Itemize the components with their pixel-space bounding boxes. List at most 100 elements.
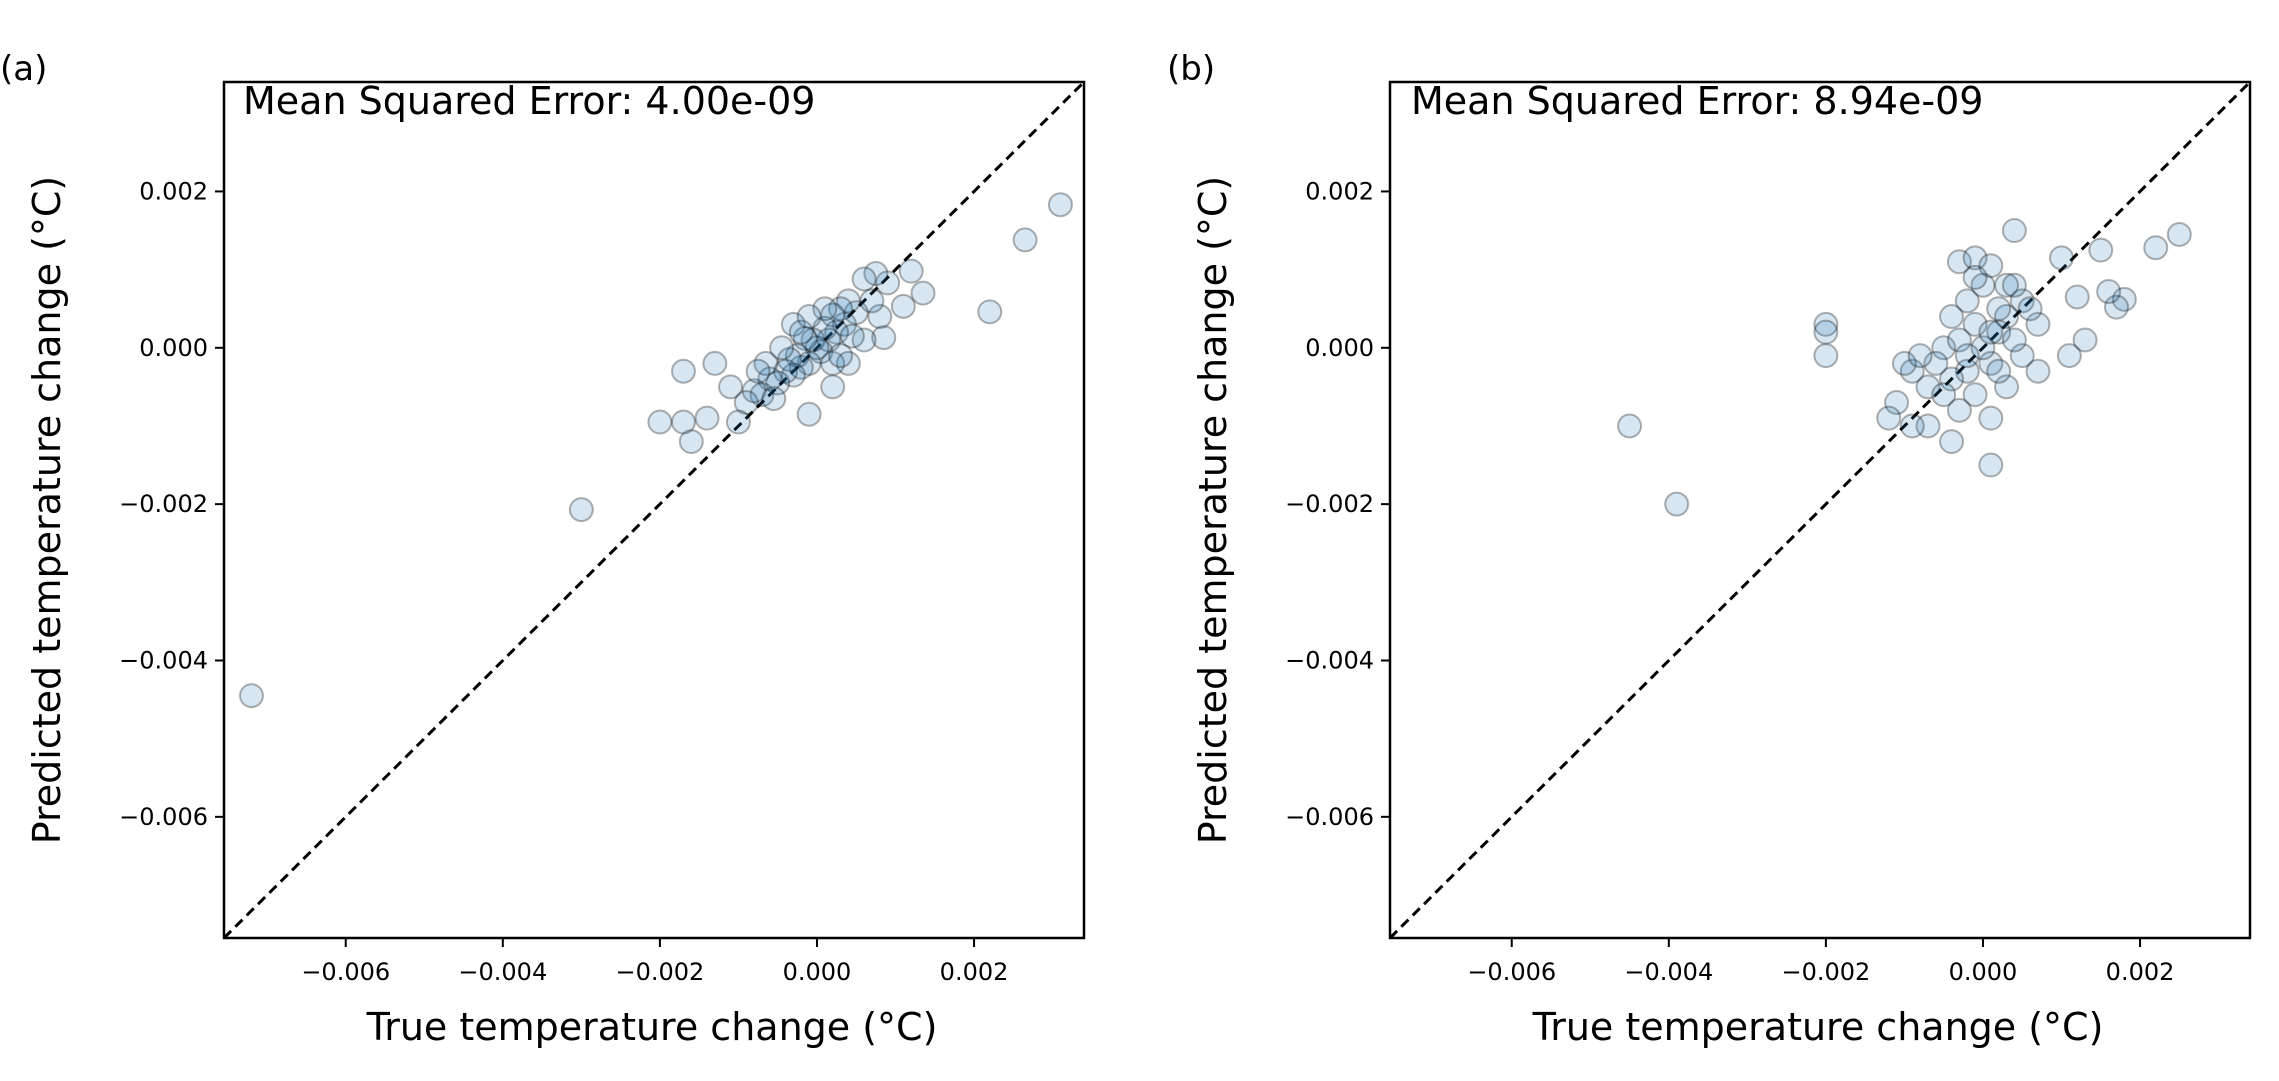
scatter-point [792,325,818,351]
scatter-point [1962,382,1988,408]
y-tick-label: 0.000 [1305,334,1374,362]
scatter-point [859,288,885,314]
scatter-point [1664,491,1690,517]
panel-a-mse-annotation: Mean Squared Error: 4.00e-09 [243,79,816,123]
scatter-point [647,409,673,435]
panel-b-y-axis-label: Predicted temperature change (°C) [1191,176,1235,845]
scatter-point [1915,374,1941,400]
scatter-point [568,497,594,523]
scatter-point [1813,343,1839,369]
scatter-point [2103,294,2129,320]
x-tick-label: −0.006 [301,958,390,986]
scatter-point [1946,249,1972,275]
x-tick-label: 0.002 [940,958,1009,986]
panel-b-x-axis-label: True temperature change (°C) [1532,1005,2104,1049]
scatter-point [796,304,822,330]
scatter-point [2111,286,2137,312]
scatter-point [867,304,893,330]
y-tick-label: 0.002 [139,177,208,205]
scatter-point [1939,429,1965,455]
scatter-point [769,335,795,361]
panel-a-ticks-layer: −0.006 −0.004 −0.002 0.000 0.002 −0.006 −0.004… [119,177,1008,986]
scatter-point [1994,304,2020,330]
scatter-point [977,299,1003,325]
y-tick-label: −0.002 [119,490,208,518]
scatter-point [2064,284,2090,310]
scatter-point [1978,405,2004,431]
y-tick-label: −0.004 [119,646,208,674]
y-tick-label: −0.002 [1285,490,1374,518]
scatter-point [2143,235,2169,261]
scatter-point [1986,296,2012,322]
scatter-point [725,409,751,435]
panel-a-label: (a) [0,49,47,89]
scatter-point [2088,237,2114,263]
y-tick-label: −0.006 [119,803,208,831]
x-tick-label: −0.004 [1624,958,1713,986]
scatter-point [835,288,861,314]
scatter-point [694,405,720,431]
panel-a: (a) Mean Squared Error: 4.00e-09 True te… [0,49,1086,1049]
panel-a-y-axis-label: Predicted temperature change (°C) [25,176,69,845]
scatter-point [796,401,822,427]
scatter-point [800,327,826,353]
scatter-point [1884,390,1910,416]
y-tick-label: 0.002 [1305,177,1374,205]
scatter-point [1891,350,1917,376]
scatter-point [871,325,897,351]
scatter-point [2166,221,2192,247]
scatter-point [863,261,889,287]
scatter-point [749,382,775,408]
scatter-point [2009,288,2035,314]
panel-b-points-layer [1617,218,2192,517]
scatter-point [1899,413,1925,439]
x-tick-label: −0.006 [1467,958,1556,986]
scatter-point [678,429,704,455]
scatter-point [1978,319,2004,345]
scatter-point [757,366,783,392]
scatter-point [812,296,838,322]
x-tick-label: −0.002 [1781,958,1870,986]
panel-a-plot-frame [222,80,1086,940]
scatter-point [910,280,936,306]
scatter-point [780,362,806,388]
scatter-point [702,350,728,376]
scatter-point [1047,192,1073,218]
panel-b-reference-line [1388,80,2252,940]
scatter-point [851,327,877,353]
scatter-point [796,350,822,376]
scatter-point [2001,272,2027,298]
scatter-point [238,683,264,709]
scatter-point [1939,366,1965,392]
scatter-point [804,335,830,361]
scatter-point [1962,264,1988,290]
y-tick-label: −0.004 [1285,646,1374,674]
scatter-point [1939,304,1965,330]
scatter-point [741,378,767,404]
x-tick-label: 0.002 [2106,958,2175,986]
scatter-point [1813,311,1839,337]
x-tick-label: −0.002 [615,958,704,986]
scatter-point [816,327,842,353]
scatter-point [1978,350,2004,376]
scatter-point [1978,452,2004,478]
scatter-point [733,390,759,416]
panel-b-plot-frame [1388,80,2252,940]
scatter-point [1915,413,1941,439]
scatter-point [776,347,802,373]
scatter-point [2056,343,2082,369]
scatter-point [839,323,865,349]
scatter-point [1986,358,2012,384]
scatter-point [773,358,799,384]
panel-b: (b) Mean Squared Error: 8.94e-09 True te… [1167,49,2252,1049]
scatter-point [1970,335,1996,361]
scatter-point [2025,358,2051,384]
scatter-point [2049,245,2075,271]
scatter-point [851,266,877,292]
scatter-point [1923,350,1949,376]
x-tick-label: 0.000 [1949,958,2018,986]
scatter-point [670,409,696,435]
scatter-point [1876,405,1902,431]
